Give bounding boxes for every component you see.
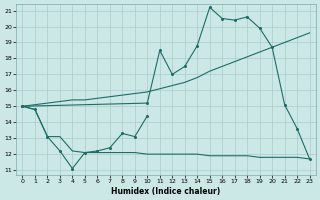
X-axis label: Humidex (Indice chaleur): Humidex (Indice chaleur)	[111, 187, 221, 196]
